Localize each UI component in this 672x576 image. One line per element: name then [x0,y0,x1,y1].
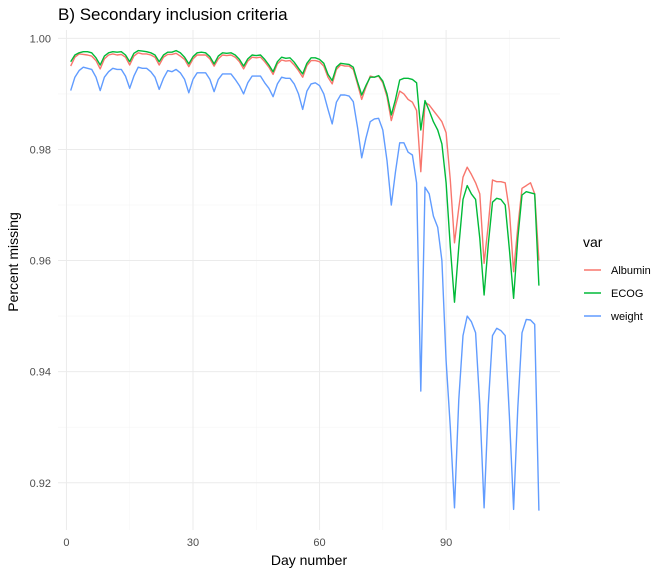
x-tick-label: 90 [440,537,452,549]
legend-items: Albumin ECOG weight [584,265,651,323]
legend-label-ecog: ECOG [611,288,643,300]
legend-label-weight: weight [610,311,643,323]
y-axis-title: Percent missing [5,212,21,312]
y-tick-label: 0.94 [30,367,51,379]
x-axis-title: Day number [271,552,348,568]
series-line-albumin [70,52,540,273]
chart-title: B) Secondary inclusion criteria [58,5,288,24]
major-gridlines [58,30,560,530]
series-line-weight [70,66,540,511]
legend-title: var [583,234,603,250]
x-tick-label: 0 [63,537,69,549]
x-axis-tick-labels: 0 30 60 90 [63,537,452,549]
series-line-ecog [70,49,540,303]
series-lines [70,49,540,511]
y-tick-label: 0.98 [30,144,51,156]
y-tick-label: 0.96 [30,256,51,268]
legend-label-albumin: Albumin [611,265,651,277]
legend: var Albumin ECOG weight [583,234,651,323]
x-tick-label: 60 [313,537,325,549]
x-tick-label: 30 [187,537,199,549]
y-tick-label: 1.00 [30,33,51,45]
y-tick-label: 0.92 [30,478,51,490]
y-axis-tick-labels: 0.92 0.94 0.96 0.98 1.00 [30,33,51,489]
